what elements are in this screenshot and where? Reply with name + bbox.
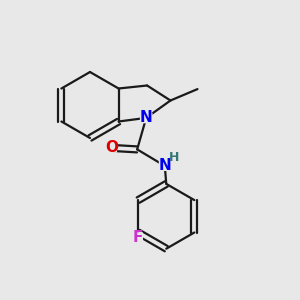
Text: N: N [140, 110, 153, 125]
Text: N: N [158, 158, 171, 173]
Text: O: O [105, 140, 118, 155]
Text: H: H [169, 151, 179, 164]
FancyBboxPatch shape [159, 161, 171, 171]
FancyBboxPatch shape [134, 232, 143, 242]
FancyBboxPatch shape [140, 112, 152, 123]
FancyBboxPatch shape [106, 143, 117, 153]
Text: F: F [133, 230, 143, 245]
